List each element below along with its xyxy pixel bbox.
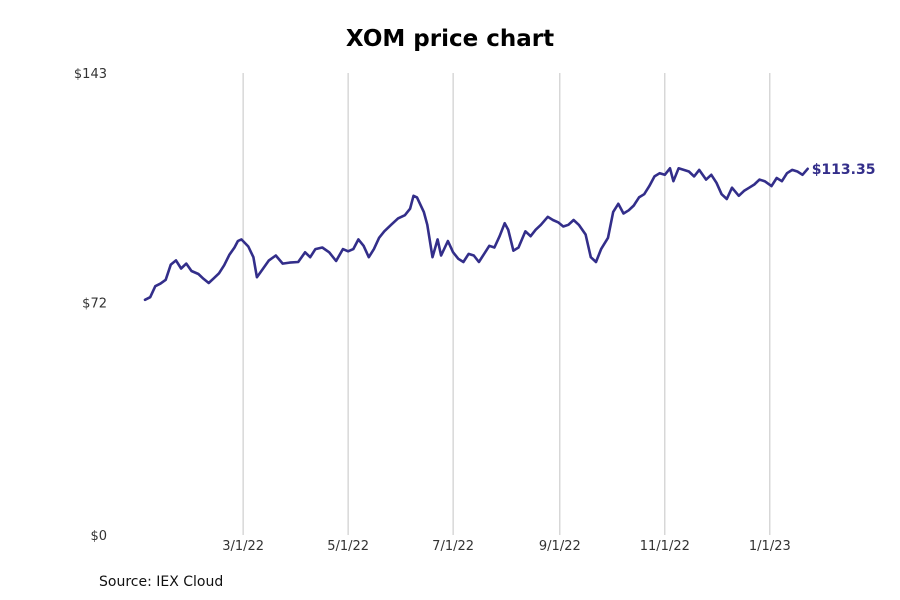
x-axis: 3/1/22 5/1/22 7/1/22 9/1/22 11/1/22 1/1/23 xyxy=(222,539,791,554)
y-tick-label: $0 xyxy=(90,529,107,544)
x-tick-label: 11/1/22 xyxy=(640,539,690,554)
y-tick-label: $143 xyxy=(74,67,107,82)
end-value-label: $113.35 xyxy=(812,162,876,178)
y-axis: $0 $72 $143 xyxy=(74,67,107,544)
gridlines xyxy=(242,73,771,535)
chart-source: Source: IEX Cloud xyxy=(99,574,224,590)
series-layer: $113.35 xyxy=(143,162,876,302)
price-line xyxy=(143,167,809,302)
x-tick-label: 9/1/22 xyxy=(539,539,581,554)
x-tick-label: 3/1/22 xyxy=(222,539,264,554)
x-tick-label: 5/1/22 xyxy=(327,539,369,554)
x-tick-label: 7/1/22 xyxy=(432,539,474,554)
y-tick-label: $72 xyxy=(82,296,107,311)
x-tick-label: 1/1/23 xyxy=(749,539,791,554)
chart-title: XOM price chart xyxy=(345,26,555,52)
